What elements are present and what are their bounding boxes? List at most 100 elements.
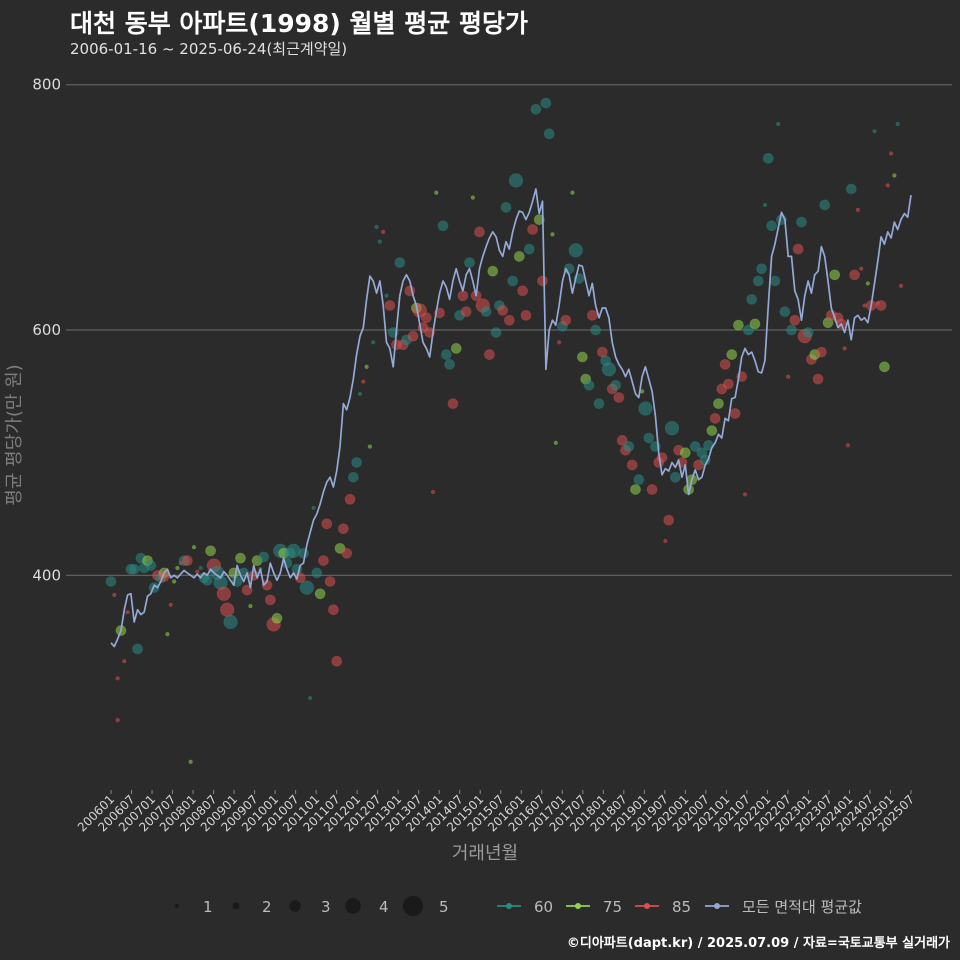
legend-label-60: 60 xyxy=(534,898,553,916)
legend-label-모든 면적대 평균값: 모든 면적대 평균값 xyxy=(742,898,862,916)
point-75 xyxy=(487,265,499,277)
point-85 xyxy=(709,412,721,424)
point-60 xyxy=(464,257,475,268)
point-75 xyxy=(434,190,439,195)
y-tick-label: 600 xyxy=(32,321,61,339)
point-60 xyxy=(437,220,449,232)
point-85 xyxy=(663,538,668,544)
point-60 xyxy=(311,505,316,511)
point-85 xyxy=(875,300,887,311)
point-75 xyxy=(367,444,373,449)
point-60 xyxy=(742,324,754,336)
point-75 xyxy=(879,361,890,373)
point-75 xyxy=(732,319,744,331)
legend-key-dot xyxy=(506,903,512,909)
point-60 xyxy=(223,614,238,630)
point-60 xyxy=(762,152,774,164)
point-85 xyxy=(474,226,485,238)
legend-key-dot xyxy=(714,903,720,909)
point-85 xyxy=(556,340,562,345)
point-60 xyxy=(633,474,645,486)
point-75 xyxy=(248,603,253,609)
point-60 xyxy=(590,324,602,336)
point-60 xyxy=(145,560,157,571)
point-60 xyxy=(872,129,877,134)
point-85 xyxy=(195,569,200,574)
size-legend-label: 2 xyxy=(262,898,272,916)
point-60 xyxy=(796,216,807,228)
point-60 xyxy=(384,293,389,298)
point-75 xyxy=(175,565,180,571)
point-75 xyxy=(271,612,283,624)
point-85 xyxy=(537,275,548,287)
point-75 xyxy=(892,173,897,178)
point-60 xyxy=(766,220,777,232)
point-85 xyxy=(216,586,232,601)
point-60 xyxy=(769,275,781,287)
point-60 xyxy=(601,362,617,377)
point-60 xyxy=(201,574,213,586)
point-60 xyxy=(440,349,452,360)
point-60 xyxy=(258,551,270,563)
point-85 xyxy=(384,300,396,311)
point-85 xyxy=(420,312,432,324)
y-axis-label: 평균 평당가(만 원) xyxy=(4,364,25,505)
legend-key-dot xyxy=(575,903,581,909)
point-60 xyxy=(394,257,406,268)
point-75 xyxy=(829,269,841,281)
point-60 xyxy=(347,471,359,483)
point-60 xyxy=(307,695,313,701)
point-60 xyxy=(638,401,653,416)
point-60 xyxy=(845,183,857,195)
point-75 xyxy=(576,351,588,363)
point-60 xyxy=(299,580,315,595)
point-60 xyxy=(746,293,758,305)
point-60 xyxy=(583,379,595,391)
size-legend-dot xyxy=(174,903,180,909)
point-85 xyxy=(407,330,419,342)
point-75 xyxy=(191,544,197,550)
x-axis-ticks: 2006012006072007012007072008012008072009… xyxy=(75,790,917,835)
legend-label-75: 75 xyxy=(603,898,622,916)
point-75 xyxy=(550,232,555,237)
point-60 xyxy=(286,543,301,559)
point-85 xyxy=(517,285,529,297)
point-60 xyxy=(490,327,502,338)
point-60 xyxy=(786,324,797,336)
point-60 xyxy=(543,128,555,140)
point-85 xyxy=(849,269,860,281)
point-60 xyxy=(779,306,791,318)
point-85 xyxy=(859,266,864,271)
point-75 xyxy=(865,281,871,286)
point-75 xyxy=(639,389,645,394)
point-75 xyxy=(470,195,476,200)
y-axis-ticks: 400 600 800 xyxy=(32,76,61,585)
chart-title: 대천 동부 아파트(1998) 월별 평균 평당가 xyxy=(70,9,528,38)
point-85 xyxy=(613,392,625,403)
point-75 xyxy=(205,545,216,557)
point-85 xyxy=(484,349,495,360)
point-85 xyxy=(723,378,734,390)
size-legend-dot xyxy=(232,902,240,910)
point-60 xyxy=(623,441,635,452)
size-legend-label: 3 xyxy=(321,898,331,916)
point-75 xyxy=(713,398,724,410)
y-tick-label: 400 xyxy=(32,566,61,584)
point-85 xyxy=(344,493,356,505)
x-axis-label: 거래년월 xyxy=(452,843,518,864)
point-85 xyxy=(264,594,276,606)
point-85 xyxy=(663,514,675,526)
point-85 xyxy=(815,346,827,358)
point-60 xyxy=(523,243,535,255)
point-85 xyxy=(115,676,120,681)
point-85 xyxy=(122,659,127,664)
point-85 xyxy=(785,374,791,379)
point-75 xyxy=(364,364,369,370)
point-85 xyxy=(457,290,469,302)
point-60 xyxy=(480,306,492,318)
point-85 xyxy=(845,443,851,448)
y-tick-label: 800 xyxy=(32,76,61,94)
point-60 xyxy=(756,263,768,275)
point-60 xyxy=(568,243,583,258)
point-85 xyxy=(447,398,459,410)
